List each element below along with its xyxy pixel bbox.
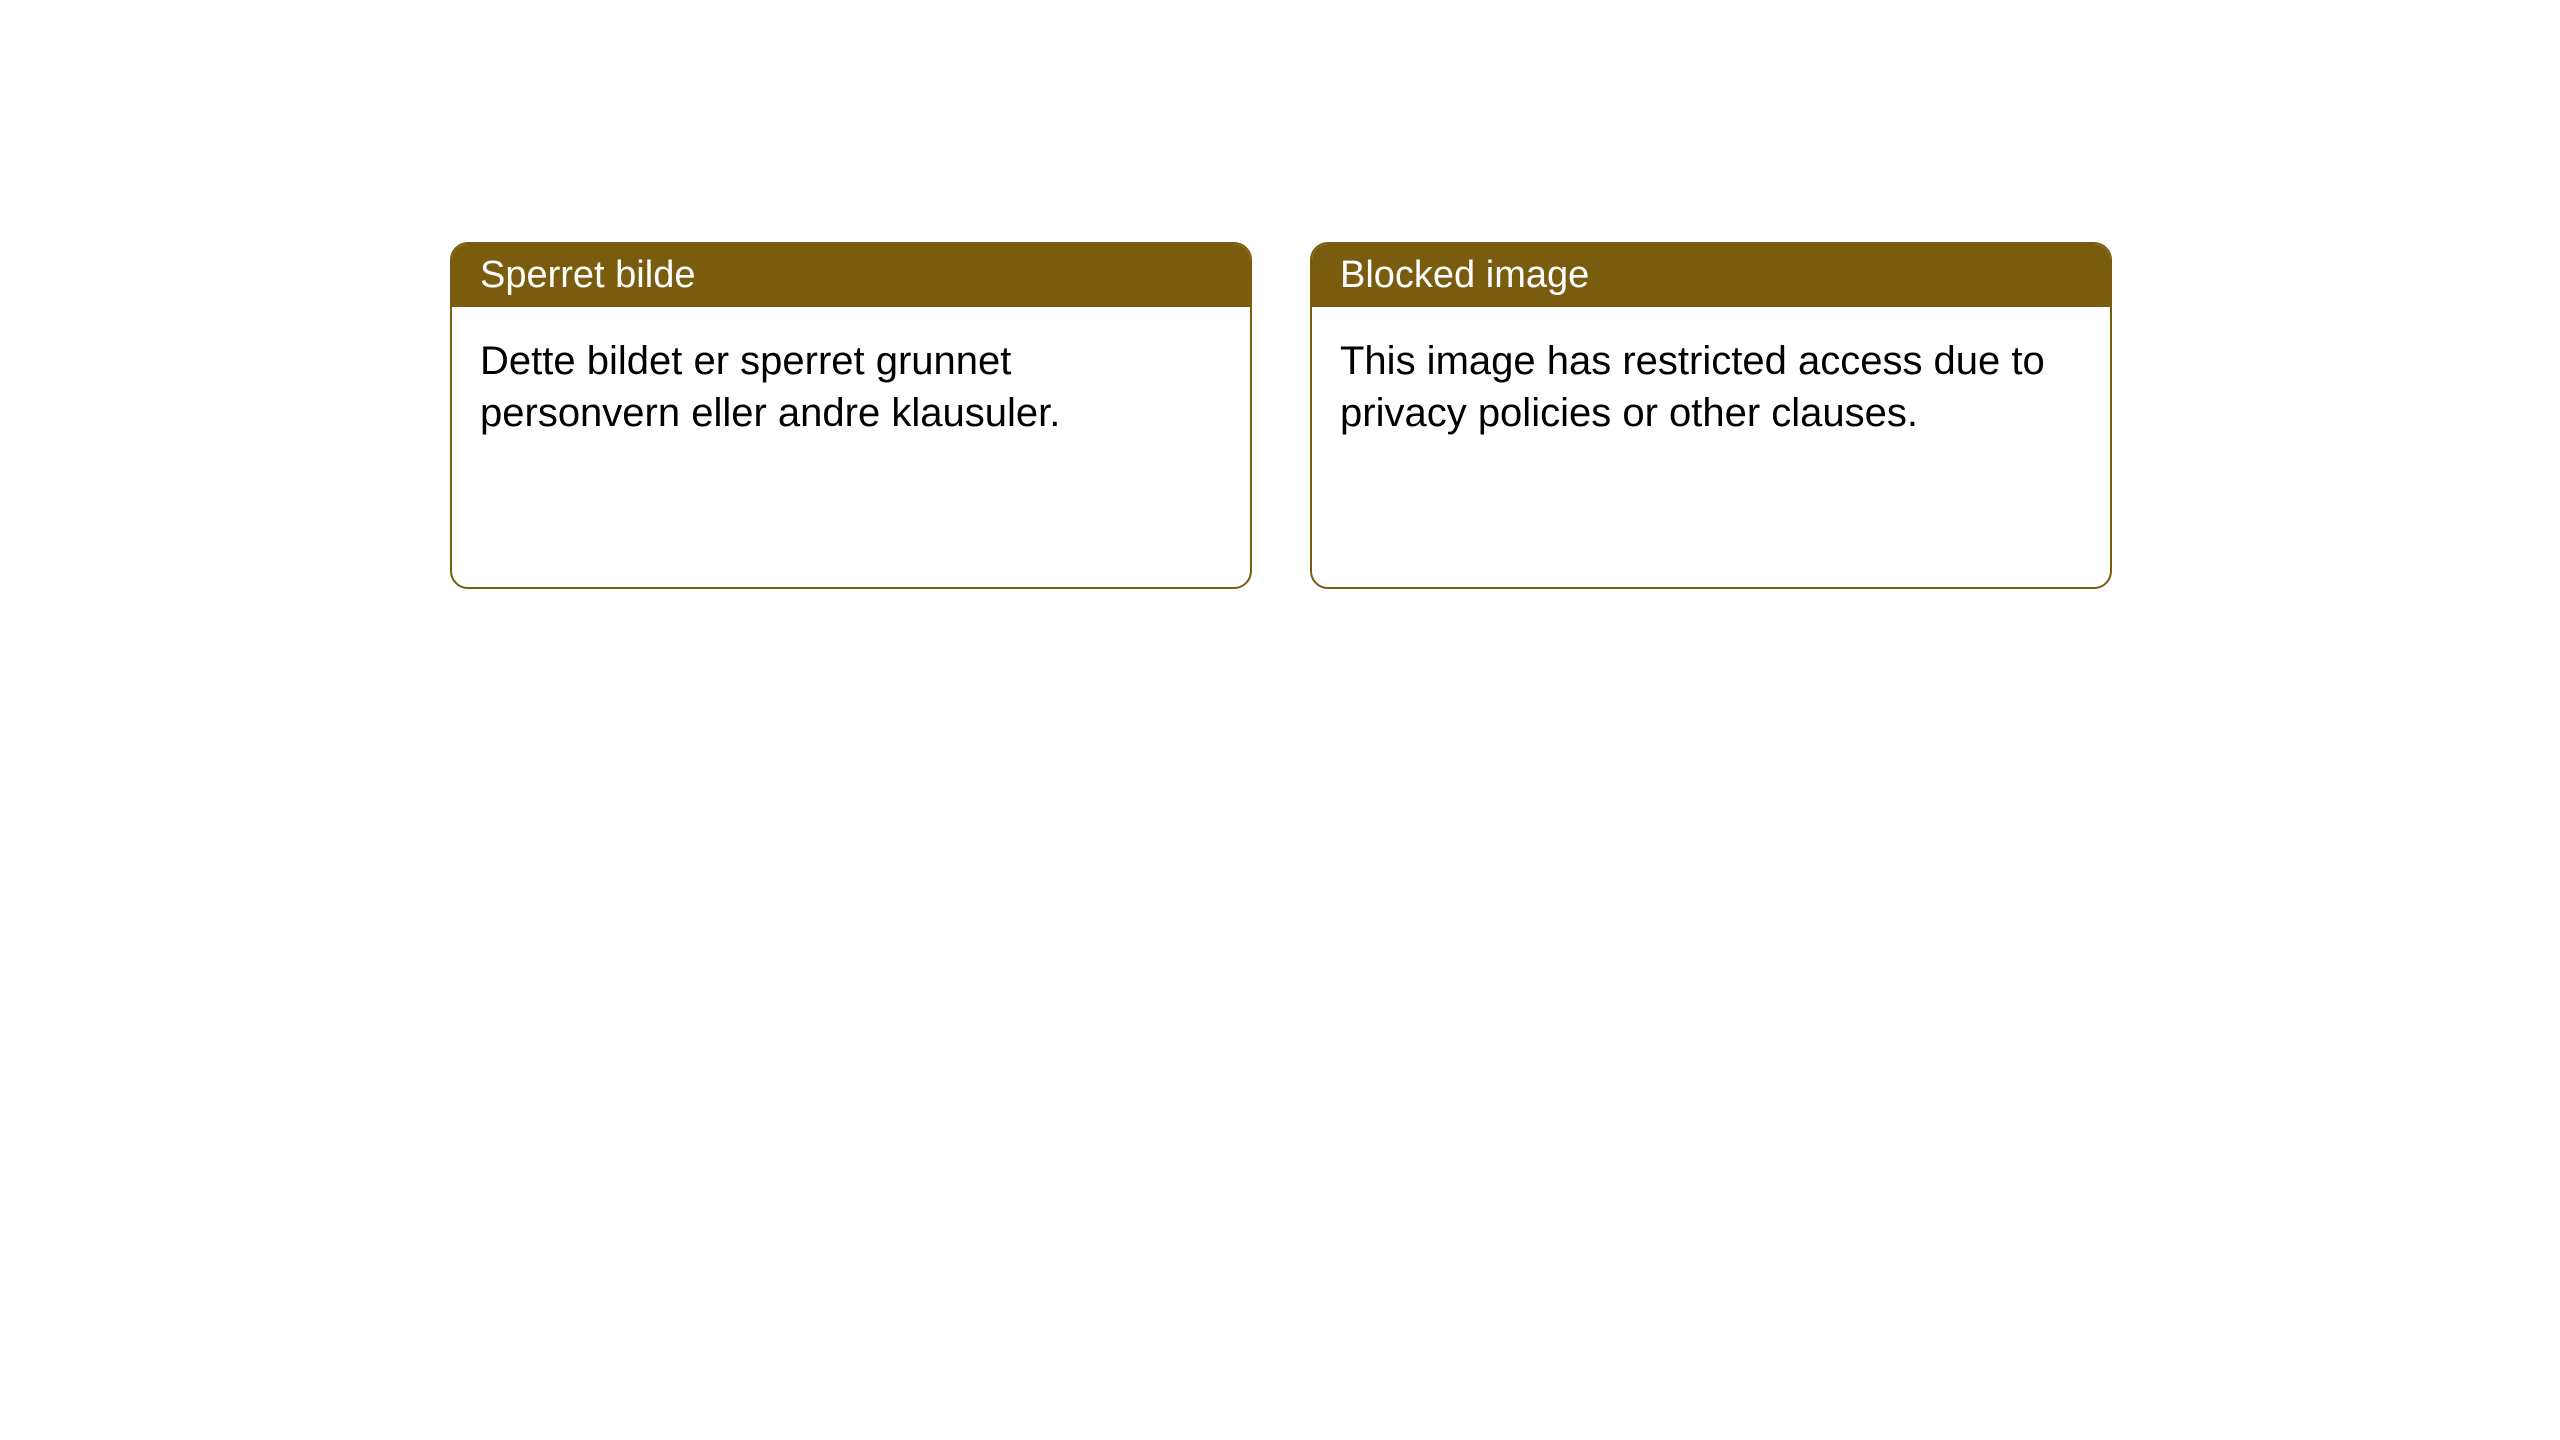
card-body-text: Dette bildet er sperret grunnet personve… [480, 339, 1060, 435]
card-title: Sperret bilde [480, 254, 695, 296]
notice-card-norwegian: Sperret bilde Dette bildet er sperret gr… [450, 242, 1252, 589]
card-body-text: This image has restricted access due to … [1340, 339, 2045, 435]
card-header: Blocked image [1312, 244, 2110, 307]
card-header: Sperret bilde [452, 244, 1250, 307]
notice-card-english: Blocked image This image has restricted … [1310, 242, 2112, 589]
notice-container: Sperret bilde Dette bildet er sperret gr… [450, 242, 2112, 589]
card-body: Dette bildet er sperret grunnet personve… [452, 307, 1250, 587]
card-body: This image has restricted access due to … [1312, 307, 2110, 587]
card-title: Blocked image [1340, 254, 1589, 296]
